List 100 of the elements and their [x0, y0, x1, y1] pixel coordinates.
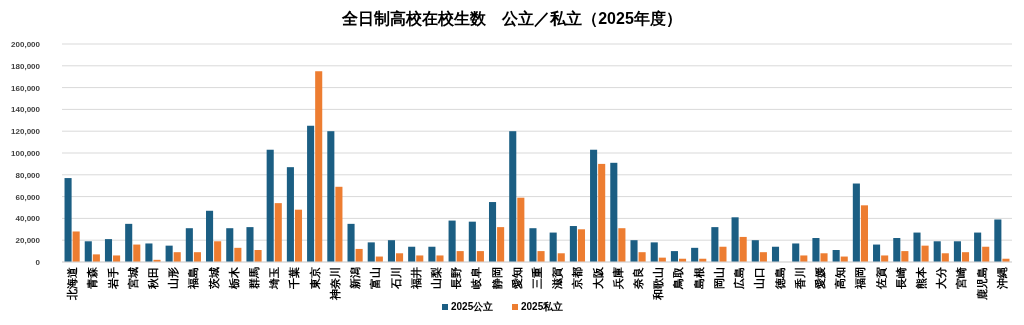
- bar: [590, 149, 598, 262]
- bar: [792, 243, 800, 262]
- bar: [549, 232, 557, 262]
- x-tick-label: 山形: [167, 267, 180, 289]
- x-tick-label: 三重: [531, 267, 543, 289]
- bar: [719, 246, 727, 262]
- bar: [961, 252, 970, 262]
- bar: [456, 251, 464, 262]
- x-tick-label: 北海道: [66, 266, 79, 301]
- bar: [133, 244, 141, 262]
- bar: [355, 248, 363, 262]
- bar: [286, 167, 294, 262]
- bar: [476, 251, 484, 262]
- bar: [509, 131, 517, 262]
- bar: [327, 131, 335, 262]
- bar: [812, 238, 820, 262]
- bar: [274, 203, 282, 262]
- bar: [529, 228, 537, 262]
- bar: [104, 239, 113, 262]
- bar: [367, 242, 375, 262]
- bar: [618, 228, 626, 262]
- bar: [577, 229, 586, 262]
- x-tick-label: 京都: [571, 267, 584, 290]
- bar: [125, 223, 133, 262]
- bar: [630, 240, 638, 262]
- x-tick-label: 福岡: [854, 267, 867, 290]
- bar: [759, 252, 767, 262]
- bar: [994, 219, 1002, 262]
- bar: [408, 246, 416, 262]
- x-tick-label: 宮崎: [955, 267, 968, 289]
- x-tick-label: 青森: [86, 266, 99, 290]
- bar: [234, 247, 242, 262]
- bar: [598, 163, 606, 262]
- x-tick-label: 大阪: [591, 266, 604, 289]
- bar: [214, 241, 222, 262]
- bar: [72, 231, 80, 262]
- x-tick-label: 愛媛: [813, 267, 826, 289]
- bar: [691, 247, 699, 262]
- bar: [64, 178, 72, 262]
- bar: [941, 253, 949, 262]
- bar: [852, 183, 860, 262]
- x-tick-label: 大分: [935, 266, 948, 289]
- bar: [913, 232, 921, 262]
- bar: [751, 240, 759, 262]
- bar: [84, 241, 92, 262]
- bar: [901, 251, 909, 262]
- bar: [881, 255, 889, 262]
- x-tick-label: 愛知: [510, 267, 523, 289]
- bar: [921, 245, 929, 262]
- bar: [294, 209, 303, 262]
- y-tick-label: 40,000: [15, 214, 41, 224]
- bar: [711, 227, 719, 262]
- bar: [396, 253, 404, 262]
- bar: [145, 243, 153, 262]
- y-tick-label: 160,000: [11, 83, 41, 93]
- y-tick-label: 100,000: [11, 149, 41, 158]
- bar: [468, 221, 476, 262]
- x-tick-label: 神奈川: [328, 267, 341, 301]
- x-tick-label: 兵庫: [611, 267, 625, 290]
- x-tick-label: 山梨: [429, 267, 442, 289]
- x-tick-label: 山口: [753, 267, 766, 289]
- x-tick-label: 群馬: [248, 267, 261, 290]
- bar: [517, 197, 525, 262]
- bar: [638, 252, 646, 262]
- bar: [307, 125, 315, 262]
- x-tick-label: 秋田: [146, 267, 159, 290]
- x-tick-label: 栃木: [227, 266, 240, 290]
- x-tick-label: 新潟: [349, 267, 362, 290]
- bar: [893, 238, 901, 262]
- bar: [266, 149, 274, 262]
- bar: [731, 217, 739, 262]
- bar: [347, 223, 355, 262]
- bar: [569, 226, 577, 262]
- bar: [113, 255, 121, 262]
- bar: [873, 244, 881, 262]
- bar: [448, 220, 456, 262]
- x-tick-label: 島根: [692, 266, 705, 289]
- bar: [557, 253, 565, 262]
- bar: [315, 71, 323, 262]
- x-tick-label: 鹿児島: [975, 267, 988, 301]
- x-tick-label: 滋賀: [551, 267, 565, 290]
- x-tick-label: 岐阜: [470, 267, 483, 289]
- x-tick-label: 和歌山: [652, 267, 665, 301]
- y-tick-label: 120,000: [11, 127, 41, 137]
- bar: [650, 242, 658, 262]
- bar: [610, 162, 618, 262]
- x-tick-label: 佐賀: [874, 267, 888, 290]
- y-tick-label: 80,000: [15, 170, 41, 180]
- bar: [497, 227, 505, 262]
- bar: [254, 250, 262, 262]
- bar: [832, 250, 840, 262]
- bar: [185, 228, 193, 262]
- x-tick-label: 宮城: [126, 267, 139, 289]
- y-tick-label: 140,000: [11, 105, 41, 115]
- y-tick-label: 0: [35, 258, 41, 267]
- x-tick-label: 鳥取: [672, 266, 685, 290]
- x-tick-label: 富山: [369, 267, 382, 289]
- bar: [982, 246, 990, 262]
- legend-label: 2025公立: [451, 301, 494, 312]
- y-tick-label: 20,000: [15, 236, 41, 246]
